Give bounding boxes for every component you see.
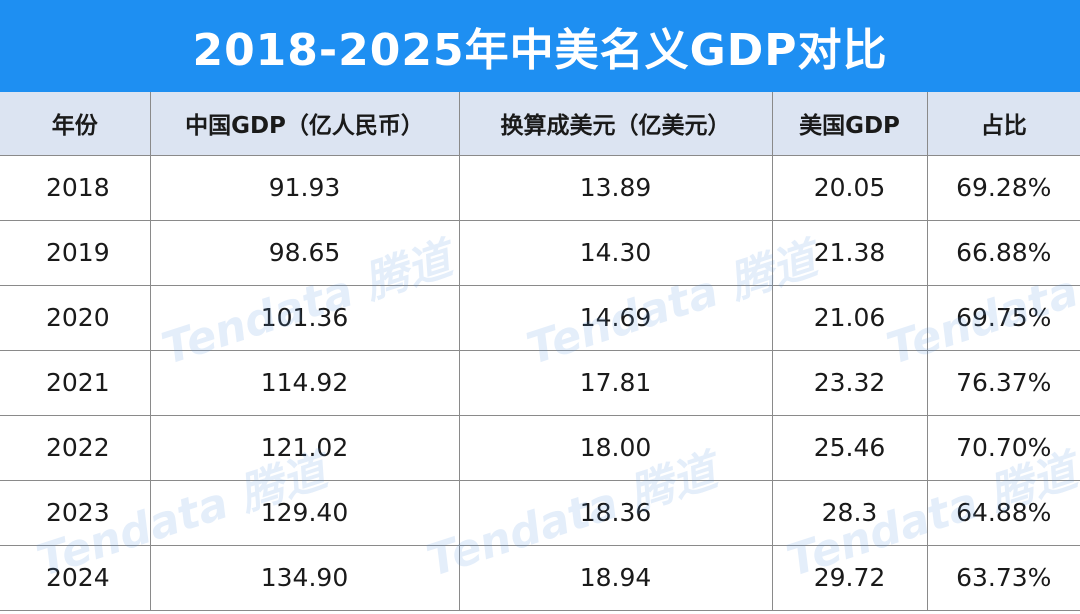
cell-year: 2019 — [0, 219, 151, 286]
table-row: 2024 134.90 18.94 29.72 63.73% — [0, 544, 1080, 611]
header-ratio: 占比 — [926, 92, 1080, 156]
header-row: 年份 中国GDP（亿人民币） 换算成美元（亿美元） 美国GDP 占比 — [0, 92, 1080, 156]
header-china-gdp-usd: 换算成美元（亿美元） — [458, 92, 773, 156]
table-row: 2019 98.65 14.30 21.38 66.88% — [0, 219, 1080, 286]
header-year: 年份 — [0, 92, 151, 156]
cell-ratio: 70.70% — [926, 414, 1080, 481]
cell-ratio: 76.37% — [926, 349, 1080, 416]
cell-china-gdp-rmb: 129.40 — [149, 479, 460, 546]
cell-china-gdp-rmb: 114.92 — [149, 349, 460, 416]
table-body: 2018 91.93 13.89 20.05 69.28% 2019 98.65… — [0, 154, 1080, 611]
cell-us-gdp: 29.72 — [771, 544, 928, 611]
table-row: 2023 129.40 18.36 28.3 64.88% — [0, 479, 1080, 546]
cell-ratio: 69.75% — [926, 284, 1080, 351]
cell-china-gdp-usd: 17.81 — [458, 349, 773, 416]
cell-year: 2023 — [0, 479, 151, 546]
table-header: 年份 中国GDP（亿人民币） 换算成美元（亿美元） 美国GDP 占比 — [0, 92, 1080, 156]
header-us-gdp: 美国GDP — [771, 92, 928, 156]
title-bar: 2018-2025年中美名义GDP对比 — [0, 0, 1080, 92]
cell-china-gdp-usd: 18.00 — [458, 414, 773, 481]
cell-year: 2018 — [0, 154, 151, 221]
cell-us-gdp: 25.46 — [771, 414, 928, 481]
cell-china-gdp-rmb: 98.65 — [149, 219, 460, 286]
cell-china-gdp-rmb: 101.36 — [149, 284, 460, 351]
cell-us-gdp: 20.05 — [771, 154, 928, 221]
cell-us-gdp: 21.06 — [771, 284, 928, 351]
cell-us-gdp: 21.38 — [771, 219, 928, 286]
cell-year: 2024 — [0, 544, 151, 611]
cell-ratio: 69.28% — [926, 154, 1080, 221]
cell-ratio: 64.88% — [926, 479, 1080, 546]
cell-china-gdp-usd: 18.36 — [458, 479, 773, 546]
table-row: 2022 121.02 18.00 25.46 70.70% — [0, 414, 1080, 481]
cell-ratio: 63.73% — [926, 544, 1080, 611]
cell-year: 2022 — [0, 414, 151, 481]
table-row: 2020 101.36 14.69 21.06 69.75% — [0, 284, 1080, 351]
cell-us-gdp: 28.3 — [771, 479, 928, 546]
cell-china-gdp-usd: 13.89 — [458, 154, 773, 221]
header-china-gdp-rmb: 中国GDP（亿人民币） — [149, 92, 460, 156]
cell-ratio: 66.88% — [926, 219, 1080, 286]
cell-china-gdp-rmb: 91.93 — [149, 154, 460, 221]
page-title: 2018-2025年中美名义GDP对比 — [192, 25, 888, 76]
cell-china-gdp-usd: 14.69 — [458, 284, 773, 351]
cell-china-gdp-usd: 18.94 — [458, 544, 773, 611]
cell-china-gdp-rmb: 134.90 — [149, 544, 460, 611]
cell-us-gdp: 23.32 — [771, 349, 928, 416]
gdp-table: 年份 中国GDP（亿人民币） 换算成美元（亿美元） 美国GDP 占比 2018 … — [0, 92, 1080, 611]
cell-china-gdp-rmb: 121.02 — [149, 414, 460, 481]
table-row: 2021 114.92 17.81 23.32 76.37% — [0, 349, 1080, 416]
table-row: 2018 91.93 13.89 20.05 69.28% — [0, 154, 1080, 221]
cell-year: 2021 — [0, 349, 151, 416]
cell-china-gdp-usd: 14.30 — [458, 219, 773, 286]
cell-year: 2020 — [0, 284, 151, 351]
